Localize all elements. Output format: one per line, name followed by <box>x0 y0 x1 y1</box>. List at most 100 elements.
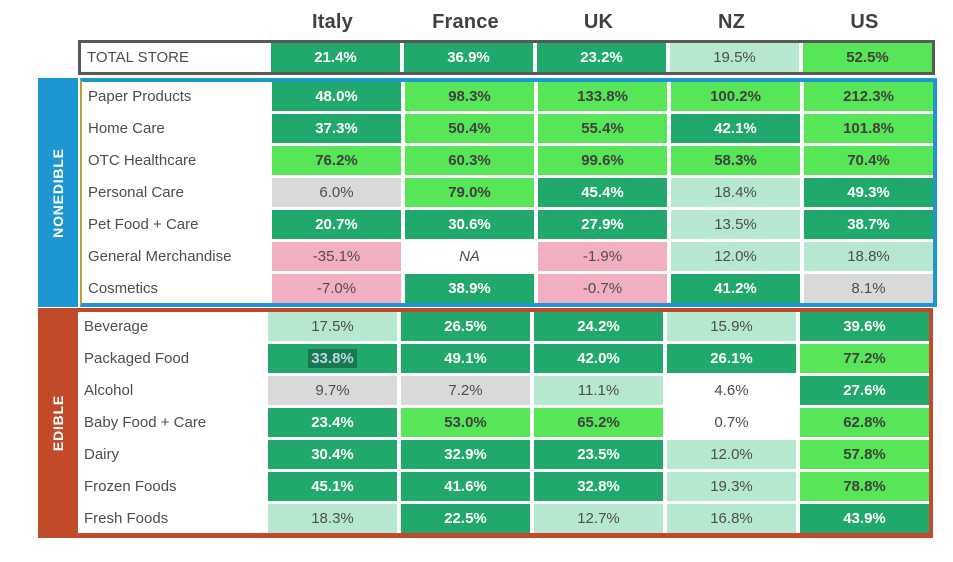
table-row: Beverage 17.5% 26.5% 24.2% 15.9% 39.6% <box>78 312 929 341</box>
value-cell: 27.6% <box>800 376 929 405</box>
section-nonedible: NONEDIBLE Paper Products 48.0% 98.3% 133.8%… <box>38 78 953 307</box>
value-cell: 30.4% <box>268 440 397 469</box>
row-label: General Merchandise <box>82 242 268 271</box>
section-label: EDIBLE <box>50 394 67 452</box>
value-cell: 23.2% <box>537 43 666 72</box>
row-label: Frozen Foods <box>78 472 264 501</box>
value-cell: 0.7% <box>667 408 796 437</box>
value-cell: 37.3% <box>272 114 401 143</box>
column-header: US <box>850 10 879 33</box>
value-cell: 98.3% <box>405 82 534 111</box>
value-cell: -7.0% <box>272 274 401 303</box>
row-label: Paper Products <box>82 82 268 111</box>
table-row: OTC Healthcare 76.2% 60.3% 99.6% 58.3% 70.4% <box>82 146 933 175</box>
table-row: Paper Products 48.0% 98.3% 133.8% 100.2% 212.… <box>82 82 933 111</box>
value-cell: 99.6% <box>538 146 667 175</box>
value-cell: 60.3% <box>405 146 534 175</box>
value-cell: 58.3% <box>671 146 800 175</box>
value-cell: 133.8% <box>538 82 667 111</box>
value-cell: 79.0% <box>405 178 534 207</box>
value-cell: 9.7% <box>268 376 397 405</box>
table-row: Personal Care 6.0% 79.0% 45.4% 18.4% 49.3% <box>82 178 933 207</box>
sections-container: NONEDIBLE Paper Products 48.0% 98.3% 133.8%… <box>0 78 953 538</box>
table-row: Fresh Foods 18.3% 22.5% 12.7% 16.8% 43.9% <box>78 504 929 533</box>
value-cell: 13.5% <box>671 210 800 239</box>
value-cell: 33.8% <box>268 344 397 373</box>
section-block: Beverage 17.5% 26.5% 24.2% 15.9% 39.6% Package… <box>78 308 933 538</box>
table-row: Packaged Food 33.8% 49.1% 42.0% 26.1% 77.2% <box>78 344 929 373</box>
value-cell: 50.4% <box>405 114 534 143</box>
value-cell: 212.3% <box>804 82 933 111</box>
row-label: Fresh Foods <box>78 504 264 533</box>
section-edible: EDIBLE Beverage 17.5% 26.5% 24.2% 15.9% 39.6%… <box>38 308 953 538</box>
value-cell: 16.8% <box>667 504 796 533</box>
value-cell: NA <box>405 242 534 271</box>
value-cell: 19.3% <box>667 472 796 501</box>
value-cell: 39.6% <box>800 312 929 341</box>
value-cell: 49.1% <box>401 344 530 373</box>
table-row: Baby Food + Care 23.4% 53.0% 65.2% 0.7% 62.8% <box>78 408 929 437</box>
value-cell: 49.3% <box>804 178 933 207</box>
value-cell: 30.6% <box>405 210 534 239</box>
value-cell: 38.9% <box>405 274 534 303</box>
row-label: Beverage <box>78 312 264 341</box>
column-header: NZ <box>717 10 746 33</box>
row-label: Home Care <box>82 114 268 143</box>
value-cell: 18.4% <box>671 178 800 207</box>
value-cell: -0.7% <box>538 274 667 303</box>
section-label: NONEDIBLE <box>50 147 66 238</box>
value-cell: 43.9% <box>800 504 929 533</box>
value-cell: 4.6% <box>667 376 796 405</box>
column-header-row: Italy France UK NZ US <box>78 6 953 38</box>
column-header: Italy <box>311 10 354 33</box>
value-cell: 45.1% <box>268 472 397 501</box>
selected-text[interactable]: 33.8% <box>308 349 357 368</box>
value-cell: 76.2% <box>272 146 401 175</box>
value-cell: 36.9% <box>404 43 533 72</box>
value-cell: 57.8% <box>800 440 929 469</box>
value-cell: 55.4% <box>538 114 667 143</box>
value-cell: 20.7% <box>272 210 401 239</box>
value-cell: 23.5% <box>534 440 663 469</box>
row-label: Personal Care <box>82 178 268 207</box>
row-label: OTC Healthcare <box>82 146 268 175</box>
value-cell: 53.0% <box>401 408 530 437</box>
value-cell: 27.9% <box>538 210 667 239</box>
value-cell: 12.7% <box>534 504 663 533</box>
value-cell: 18.3% <box>268 504 397 533</box>
row-label: Alcohol <box>78 376 264 405</box>
value-cell: 70.4% <box>804 146 933 175</box>
total-store-row-frame: TOTAL STORE 21.4% 36.9% 23.2% 19.5% 52.5% <box>78 40 935 75</box>
value-cell: 11.1% <box>534 376 663 405</box>
value-cell: 100.2% <box>671 82 800 111</box>
value-cell: 17.5% <box>268 312 397 341</box>
value-cell: 19.5% <box>670 43 799 72</box>
value-cell: -1.9% <box>538 242 667 271</box>
row-label: Cosmetics <box>82 274 268 303</box>
table-row: General Merchandise -35.1% NA -1.9% 12.0% 18.… <box>82 242 933 271</box>
row-label: Dairy <box>78 440 264 469</box>
table-row: Home Care 37.3% 50.4% 55.4% 42.1% 101.8% <box>82 114 933 143</box>
value-cell: 52.5% <box>803 43 932 72</box>
value-cell: 78.8% <box>800 472 929 501</box>
total-store-row: TOTAL STORE 21.4% 36.9% 23.2% 19.5% 52.5% <box>81 43 932 72</box>
table-row: Alcohol 9.7% 7.2% 11.1% 4.6% 27.6% <box>78 376 929 405</box>
value-cell: 41.2% <box>671 274 800 303</box>
value-cell: 12.0% <box>667 440 796 469</box>
table-row: Frozen Foods 45.1% 41.6% 32.8% 19.3% 78.8% <box>78 472 929 501</box>
section-block: Paper Products 48.0% 98.3% 133.8% 100.2% 212.… <box>80 78 937 307</box>
section-sidebar: NONEDIBLE <box>38 78 78 307</box>
value-cell: 26.1% <box>667 344 796 373</box>
table-row: Pet Food + Care 20.7% 30.6% 27.9% 13.5% 38.7% <box>82 210 933 239</box>
value-cell: 42.0% <box>534 344 663 373</box>
column-header: UK <box>583 10 614 33</box>
value-cell: 38.7% <box>804 210 933 239</box>
row-label: Baby Food + Care <box>78 408 264 437</box>
value-cell: 8.1% <box>804 274 933 303</box>
value-cell: 32.8% <box>534 472 663 501</box>
value-cell: 48.0% <box>272 82 401 111</box>
value-cell: 12.0% <box>671 242 800 271</box>
value-cell: 65.2% <box>534 408 663 437</box>
value-cell: 42.1% <box>671 114 800 143</box>
